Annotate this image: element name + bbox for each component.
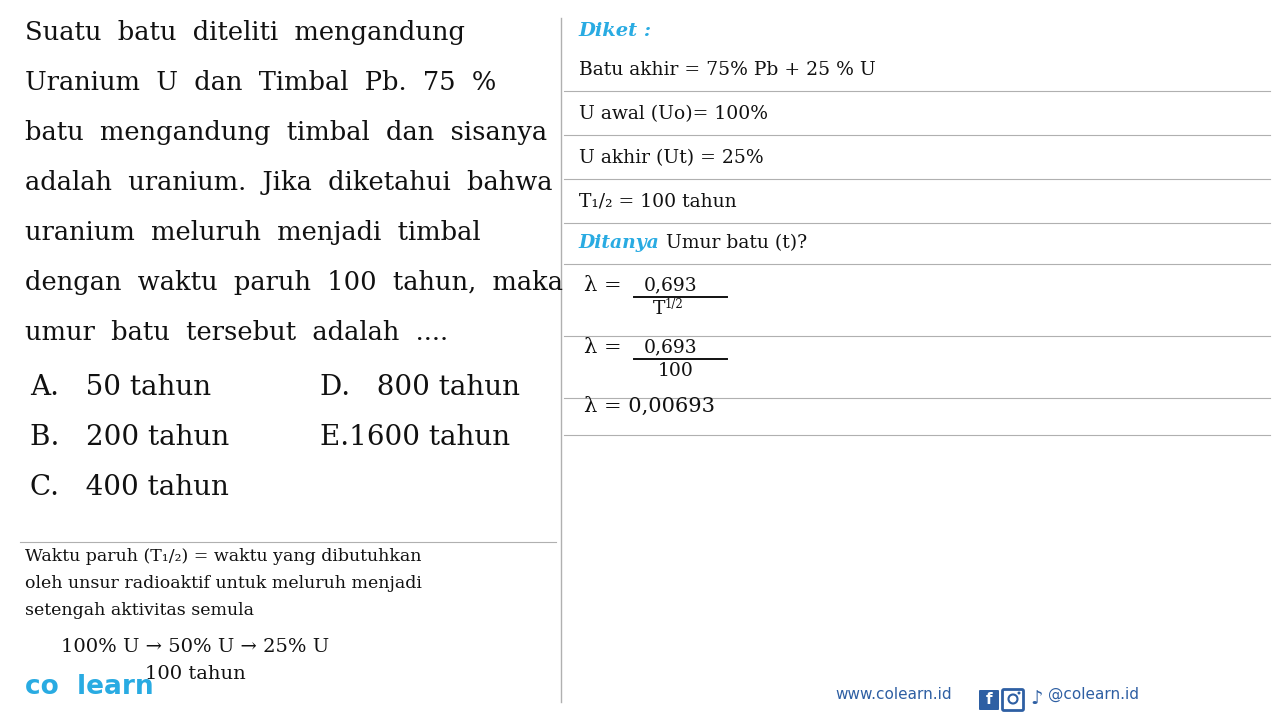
Text: λ = 0,00693: λ = 0,00693 [584,397,714,416]
Text: dengan  waktu  paruh  100  tahun,  maka: dengan waktu paruh 100 tahun, maka [26,270,563,295]
Text: Batu akhir = 75% Pb + 25 % U: Batu akhir = 75% Pb + 25 % U [579,61,876,79]
Text: T: T [653,300,666,318]
Text: uranium  meluruh  menjadi  timbal: uranium meluruh menjadi timbal [26,220,480,245]
Text: Waktu paruh (T₁/₂) = waktu yang dibutuhkan: Waktu paruh (T₁/₂) = waktu yang dibutuhk… [26,548,421,565]
Text: U akhir (Ut) = 25%: U akhir (Ut) = 25% [579,149,763,167]
Text: Uranium  U  dan  Timbal  Pb.  75  %: Uranium U dan Timbal Pb. 75 % [26,70,497,95]
Text: 0,693: 0,693 [644,276,698,294]
Text: setengah aktivitas semula: setengah aktivitas semula [26,602,253,619]
Text: B.   200 tahun: B. 200 tahun [29,424,229,451]
Text: adalah  uranium.  Jika  diketahui  bahwa: adalah uranium. Jika diketahui bahwa [26,170,553,195]
Text: 100: 100 [658,362,694,380]
Text: Ditanya: Ditanya [579,234,659,252]
Text: co  learn: co learn [26,674,154,700]
Text: www.colearn.id: www.colearn.id [835,687,951,702]
Text: 0,693: 0,693 [644,338,698,356]
Text: Umur batu (t)?: Umur batu (t)? [654,234,806,252]
Text: ♪: ♪ [1030,689,1042,708]
Text: 1/2: 1/2 [664,298,684,311]
Text: λ =: λ = [584,338,621,357]
Text: oleh unsur radioaktif untuk meluruh menjadi: oleh unsur radioaktif untuk meluruh menj… [26,575,422,592]
Text: @colearn.id: @colearn.id [1048,687,1139,702]
Text: A.   50 tahun: A. 50 tahun [29,374,211,401]
Text: Suatu  batu  diteliti  mengandung: Suatu batu diteliti mengandung [26,20,465,45]
Text: f: f [986,691,992,706]
Text: T₁/₂ = 100 tahun: T₁/₂ = 100 tahun [579,193,736,211]
Text: E.1600 tahun: E.1600 tahun [320,424,511,451]
Text: λ =: λ = [584,276,621,295]
Text: U awal (Uo)= 100%: U awal (Uo)= 100% [579,105,768,123]
Text: 100 tahun: 100 tahun [145,665,246,683]
Text: D.   800 tahun: D. 800 tahun [320,374,520,401]
Text: C.   400 tahun: C. 400 tahun [29,474,229,501]
Text: umur  batu  tersebut  adalah  ....: umur batu tersebut adalah .... [26,320,448,345]
FancyBboxPatch shape [979,690,998,710]
Text: 100% U → 50% U → 25% U: 100% U → 50% U → 25% U [61,638,329,656]
Circle shape [1018,691,1020,695]
Text: batu  mengandung  timbal  dan  sisanya: batu mengandung timbal dan sisanya [26,120,547,145]
Text: Diket :: Diket : [579,22,652,40]
